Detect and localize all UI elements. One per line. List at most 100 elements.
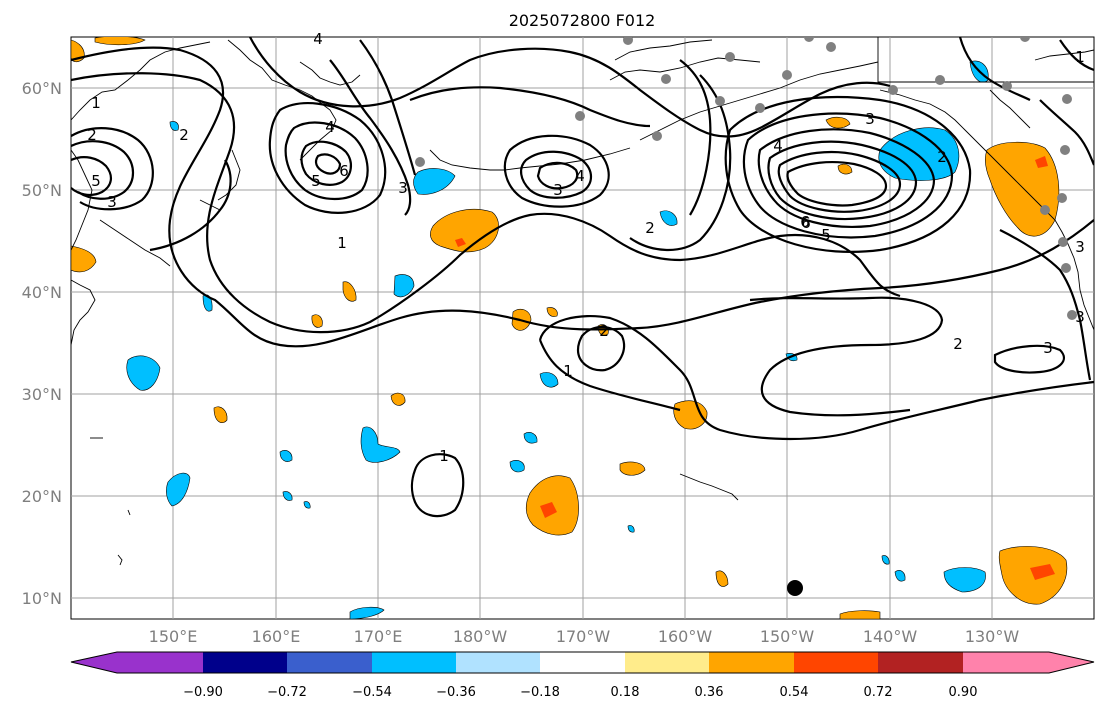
contour-label: 3 <box>553 181 563 199</box>
colorbar-tick-label: −0.36 <box>436 685 476 700</box>
positive-anomaly-patch <box>715 570 729 587</box>
station-marker <box>652 131 662 141</box>
station-marker <box>755 103 765 113</box>
station-marker <box>1058 237 1068 247</box>
positive-anomaly-patch <box>390 392 406 406</box>
colorbar-segment <box>372 652 456 673</box>
station-marker <box>575 111 585 121</box>
positive-anomaly-patch <box>94 37 146 46</box>
contour-label: 1 <box>337 234 347 252</box>
station-marker <box>623 37 633 45</box>
contour-label: 4 <box>575 167 585 185</box>
contour-label: 3 <box>107 193 117 211</box>
contour-line <box>359 39 417 176</box>
latitude-labels: 60°N 50°N 40°N 30°N 20°N 10°N <box>22 79 62 608</box>
contour-line <box>268 102 387 214</box>
station-marker <box>935 75 945 85</box>
lat-label: 10°N <box>22 589 62 608</box>
negative-anomaly-patch <box>523 432 538 444</box>
lat-label: 30°N <box>22 385 62 404</box>
colorbar-tick-label: 0.54 <box>780 685 809 700</box>
negative-anomaly-patch <box>509 460 525 473</box>
station-marker <box>1002 81 1012 91</box>
positive-anomaly-patch <box>71 245 97 273</box>
contour-line <box>679 59 712 216</box>
contour-line <box>538 339 681 412</box>
contour-label: 3 <box>398 179 408 197</box>
colorbar-tick-label: −0.18 <box>520 685 560 700</box>
lat-label: 60°N <box>22 79 62 98</box>
contour-line <box>576 325 626 372</box>
colorbar-tick-label: 0.90 <box>949 685 978 700</box>
contour-line <box>503 134 610 208</box>
coastlines <box>71 37 1094 566</box>
station-marker <box>1020 37 1030 42</box>
colorbar-segment <box>709 652 794 673</box>
contour-label: 3 <box>865 110 875 128</box>
contour-label: 2 <box>953 335 963 353</box>
colorbar-tick-label: 0.36 <box>695 685 724 700</box>
contour-line <box>536 161 579 190</box>
station-marker <box>1067 310 1077 320</box>
negative-anomaly-patch <box>659 210 678 226</box>
lon-label: 140°W <box>863 627 918 646</box>
colorbar-tick-label: −0.54 <box>352 685 392 700</box>
lon-label: 160°E <box>252 627 301 646</box>
contour-line <box>999 229 1092 381</box>
contour-label: 6 <box>339 162 349 180</box>
lat-label: 20°N <box>22 487 62 506</box>
contour-label: 2 <box>599 322 609 340</box>
contour-label: 2 <box>645 219 655 237</box>
contour-label: 1 <box>563 362 573 380</box>
positive-anomaly-patch <box>619 461 646 476</box>
strong-positive-anomaly-patch <box>1035 156 1048 168</box>
lat-label: 40°N <box>22 283 62 302</box>
negative-anomaly-patch <box>413 168 456 195</box>
contour-label: 1 <box>1075 48 1085 66</box>
positive-anomaly-patch <box>430 209 499 253</box>
lon-label: 170°E <box>354 627 403 646</box>
colorbar: −0.90 −0.72 −0.54 −0.36 −0.18 0.18 0.36 … <box>70 651 1095 700</box>
station-marker <box>1061 263 1071 273</box>
gridlines <box>71 37 1094 619</box>
contour-line <box>71 46 1094 348</box>
station-marker <box>782 70 792 80</box>
negative-anomaly-patch <box>169 121 179 131</box>
negative-anomaly-patch <box>393 274 415 298</box>
positive-anomaly-patch <box>213 406 228 423</box>
contour-line <box>629 74 732 252</box>
contour-line <box>1039 99 1094 166</box>
station-markers <box>415 37 1077 320</box>
positive-anomaly-patch <box>342 281 357 302</box>
contour-label: 2 <box>87 126 97 144</box>
station-marker <box>1060 145 1070 155</box>
lon-label: 170°W <box>556 627 611 646</box>
contour-label: 3 <box>1043 339 1053 357</box>
contour-line <box>958 37 1031 101</box>
negative-anomaly-patch <box>126 355 161 391</box>
colorbar-tick-label: 0.18 <box>611 685 640 700</box>
negative-anomaly-patch <box>303 501 311 509</box>
contour-line <box>71 140 135 200</box>
station-marker <box>715 96 725 106</box>
colorbar-segment <box>794 652 878 673</box>
contour-label: 4 <box>325 118 335 136</box>
contour-line <box>749 296 944 417</box>
negative-anomaly-patch <box>349 606 385 619</box>
contour-label: 2 <box>937 148 947 166</box>
negative-anomaly-patch <box>881 555 890 565</box>
positive-anomaly-patch <box>839 610 881 619</box>
lon-label: 150°W <box>760 627 815 646</box>
map-title: 2025072800 F012 <box>509 11 656 30</box>
station-marker <box>804 37 814 42</box>
contour-line <box>314 153 342 175</box>
contour-line <box>249 37 891 138</box>
station-marker <box>1040 205 1050 215</box>
strong-positive-anomaly-patch <box>455 238 466 247</box>
positive-anomaly-patch <box>825 116 851 129</box>
contour-label: 5 <box>821 226 831 244</box>
station-marker <box>725 52 735 62</box>
contour-label: 3 <box>1075 238 1085 256</box>
contour-line <box>520 150 593 199</box>
lon-label: 150°E <box>149 627 198 646</box>
